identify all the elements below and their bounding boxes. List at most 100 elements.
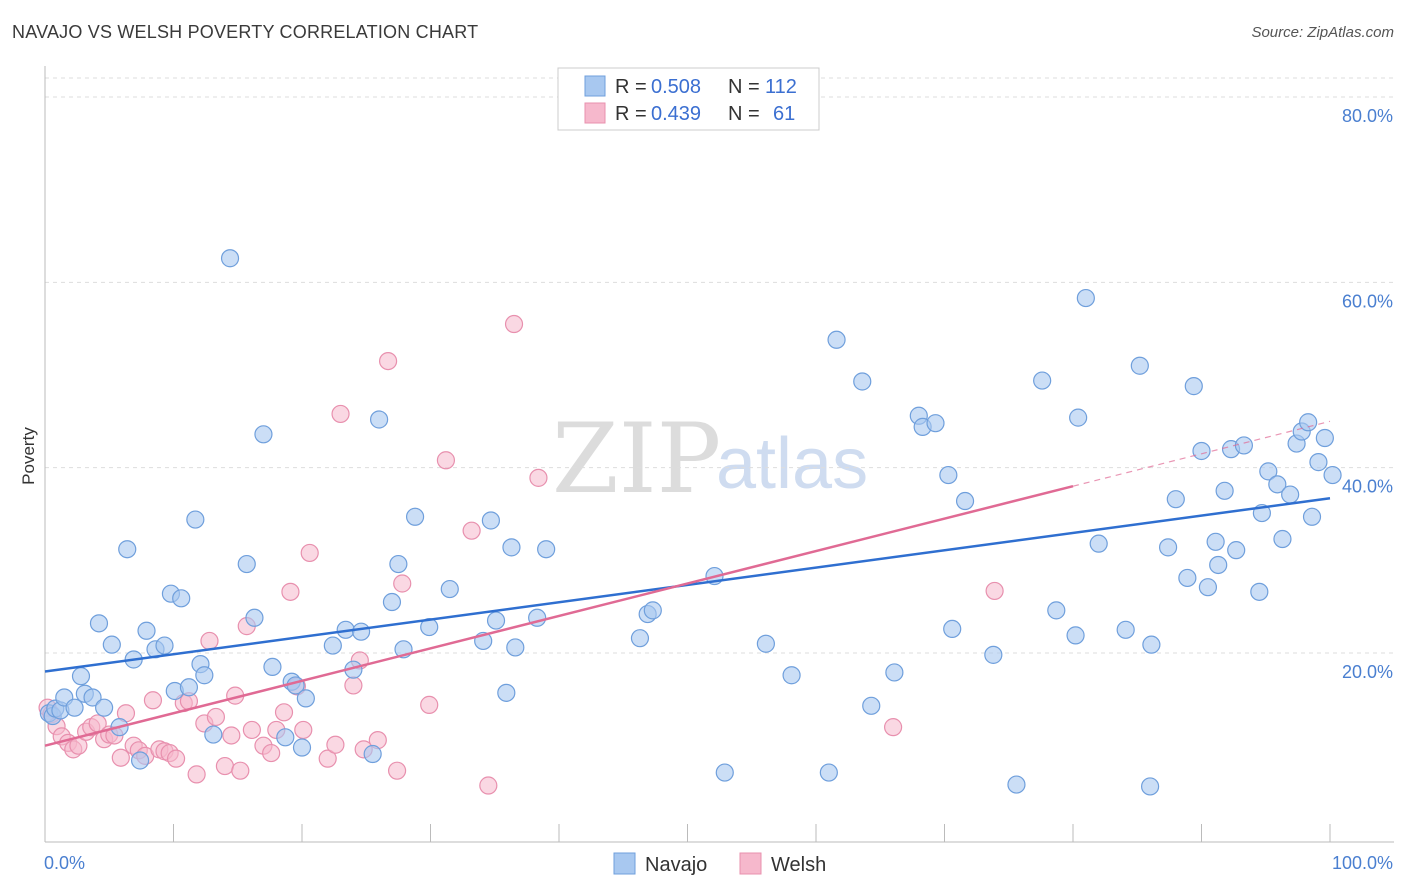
navajo-point <box>130 751 150 770</box>
navajo-point <box>1066 626 1085 645</box>
navajo-point <box>1315 428 1334 448</box>
navajo-point <box>782 666 801 685</box>
welsh-point <box>300 543 319 563</box>
navajo-point <box>172 589 191 608</box>
welsh-point <box>985 581 1004 601</box>
navajo-point <box>155 636 174 655</box>
welsh-trend-line <box>44 484 1074 747</box>
navajo-n-label: N = <box>728 76 760 98</box>
watermark-atlas: atlas <box>716 424 868 504</box>
navajo-point <box>263 657 282 677</box>
navajo-point <box>715 763 734 782</box>
navajo-point <box>292 738 312 757</box>
navajo-point <box>1215 481 1234 500</box>
navajo-point <box>827 330 846 349</box>
welsh-point <box>281 582 300 601</box>
welsh-point <box>242 720 261 740</box>
navajo-point <box>1309 453 1328 472</box>
navajo-point <box>939 465 958 485</box>
navajo-point <box>926 414 945 433</box>
navajo-point <box>1089 534 1108 553</box>
navajo-point <box>204 725 223 744</box>
navajo-point <box>1166 490 1185 509</box>
navajo-point <box>1268 475 1287 494</box>
navajo-point <box>245 608 264 627</box>
navajo-point <box>1206 532 1225 551</box>
welsh-point <box>883 718 903 737</box>
welsh-point <box>462 521 481 540</box>
navajo-swatch <box>584 75 606 97</box>
welsh-swatch <box>584 102 606 124</box>
navajo-point <box>486 611 506 630</box>
welsh-point <box>231 761 250 780</box>
welsh-point <box>344 676 363 695</box>
navajo-point <box>237 554 256 574</box>
x-tick-labels: 0.0% 100.0% <box>44 853 1393 873</box>
navajo-point <box>1116 620 1135 639</box>
navajo-point <box>1184 377 1203 396</box>
navajo-point <box>497 683 516 702</box>
navajo-point <box>502 538 521 557</box>
legend-welsh-swatch <box>739 852 762 875</box>
welsh-point <box>326 735 345 754</box>
welsh-point <box>274 703 294 722</box>
navajo-point <box>65 698 84 717</box>
navajo-point <box>1069 408 1088 427</box>
navajo-point <box>254 425 273 444</box>
navajo-point <box>389 554 408 574</box>
navajo-point <box>1076 288 1095 308</box>
navajo-point <box>137 621 156 640</box>
welsh-point <box>187 765 206 784</box>
x-tick-label-max: 100.0% <box>1332 853 1393 873</box>
navajo-point <box>943 619 962 639</box>
navajo-point <box>370 410 389 429</box>
navajo-point <box>1178 568 1197 588</box>
navajo-point <box>440 579 459 599</box>
navajo-point <box>1323 465 1342 485</box>
welsh-point <box>222 726 241 745</box>
welsh-point <box>206 707 226 727</box>
welsh-point <box>166 749 186 768</box>
welsh-point <box>143 691 163 710</box>
watermark: ZIP atlas <box>552 403 868 515</box>
navajo-point <box>853 372 872 391</box>
navajo-point <box>1158 538 1178 557</box>
navajo-point <box>643 601 662 620</box>
navajo-point <box>1047 601 1066 620</box>
navajo-point <box>102 635 121 654</box>
y-tick-labels: 20.0% 40.0% 60.0% 80.0% <box>1342 106 1393 682</box>
chart-title: NAVAJO VS WELSH POVERTY CORRELATION CHAR… <box>12 22 479 42</box>
y-axis-title: Poverty <box>19 427 38 485</box>
welsh-point <box>200 631 219 651</box>
welsh-point <box>529 468 548 487</box>
navajo-point <box>179 678 199 697</box>
navajo-point <box>220 249 240 268</box>
watermark-zip: ZIP <box>552 403 721 515</box>
welsh-point <box>393 574 412 593</box>
source-label: Source: ZipAtlas.com <box>1251 24 1394 41</box>
navajo-point <box>118 540 137 559</box>
navajo-point <box>862 696 881 715</box>
trend-lines <box>44 420 1331 747</box>
welsh-point <box>378 352 398 371</box>
welsh-point <box>479 776 498 795</box>
navajo-r-label: R = <box>615 76 647 98</box>
navajo-point <box>1234 436 1254 455</box>
navajo-point <box>1033 371 1052 390</box>
navajo-point <box>1259 462 1278 481</box>
navajo-trend-line <box>44 497 1331 673</box>
navajo-point <box>1281 485 1300 504</box>
navajo-point <box>506 638 525 657</box>
navajo-point <box>1140 777 1160 796</box>
navajo-point <box>1007 775 1026 794</box>
navajo-point <box>1192 441 1211 461</box>
welsh-point <box>420 695 439 714</box>
navajo-point <box>186 510 205 529</box>
navajo-point <box>95 698 114 717</box>
navajo-point <box>276 728 295 747</box>
axes <box>44 66 1394 843</box>
navajo-point <box>1142 635 1161 654</box>
legend-navajo-label: Navajo <box>645 854 707 876</box>
navajo-point <box>71 667 91 686</box>
